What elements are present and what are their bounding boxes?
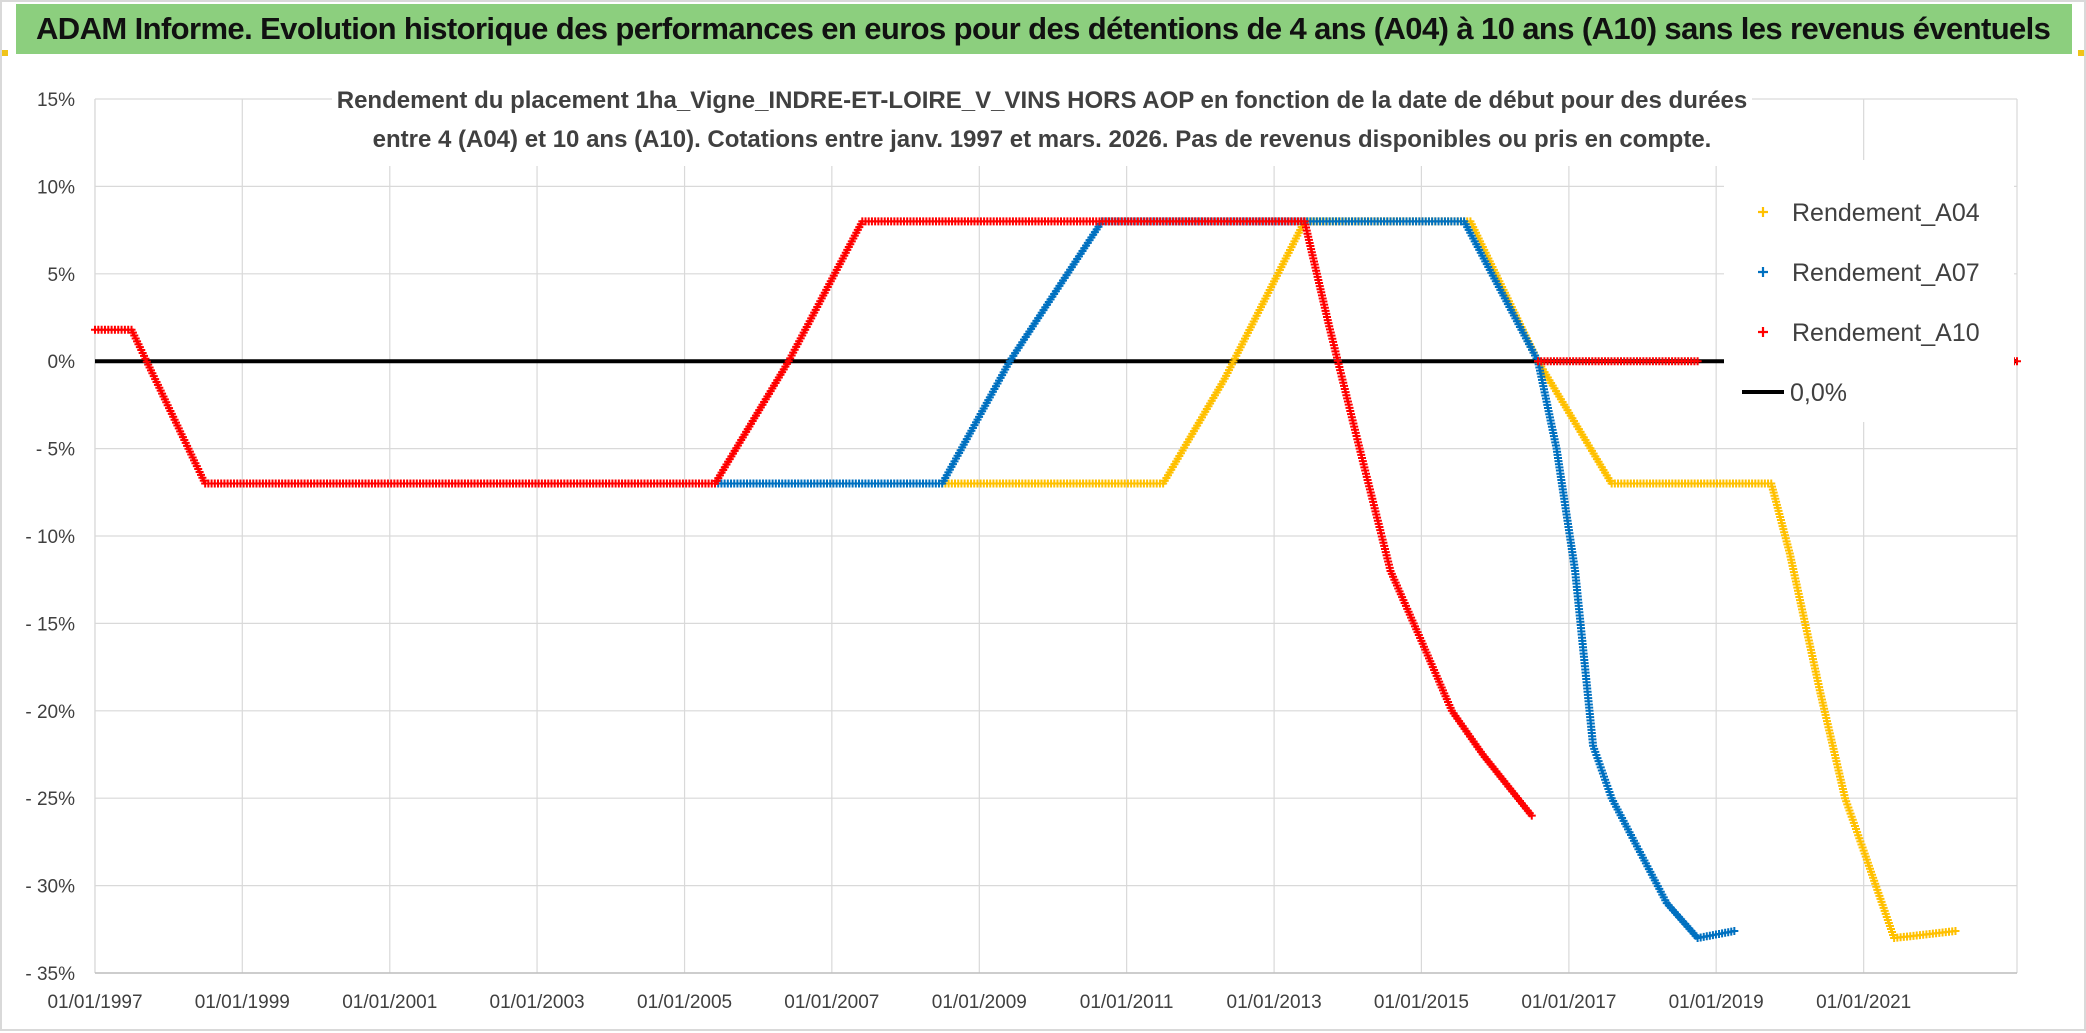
report-banner-title: ADAM Informe. Evolution historique des p…: [36, 11, 2051, 46]
legend-marker-Rendement_A07: [1758, 267, 1768, 277]
y-tick-label: 10%: [37, 177, 75, 198]
chart-legend: Rendement_A04 Rendement_A07 Rendement_A10 0…: [1724, 160, 2014, 422]
series-Rendement_A10: [1534, 357, 1702, 366]
x-tick-label: 01/01/2021: [1816, 992, 1911, 1013]
series-Rendement_A07: [711, 217, 1739, 943]
x-tick-label: 01/01/2017: [1521, 992, 1616, 1013]
y-tick-label: 15%: [37, 90, 75, 111]
chart-title-line-2: entre 4 (A04) et 10 ans (A10). Cotations…: [373, 126, 1712, 153]
x-tick-label: 01/01/2001: [342, 992, 437, 1013]
series-Rendement_A10: [91, 217, 1536, 820]
x-tick-label: 01/01/2005: [637, 992, 732, 1013]
y-tick-label: - 30%: [25, 877, 75, 898]
legend-label-Rendement_A07: Rendement_A07: [1792, 259, 1980, 287]
data-point: [1527, 811, 1536, 820]
corner-marker: [2078, 50, 2084, 56]
y-tick-label: 0%: [48, 352, 76, 373]
x-tick-label: 01/01/2013: [1227, 992, 1322, 1013]
y-tick-label: 5%: [48, 265, 76, 286]
x-tick-label: 01/01/2009: [932, 992, 1027, 1013]
x-tick-label: 01/01/1997: [47, 992, 142, 1013]
y-tick-label: - 10%: [25, 527, 75, 548]
x-tick-label: 01/01/2015: [1374, 992, 1469, 1013]
series-layer: [91, 217, 2021, 943]
x-tick-label: 01/01/2019: [1669, 992, 1764, 1013]
y-tick-label: - 15%: [25, 614, 75, 635]
y-tick-label: - 35%: [25, 964, 75, 985]
x-tick-label: 01/01/2011: [1080, 992, 1174, 1013]
corner-marker: [2, 50, 8, 56]
x-tick-label: 01/01/1999: [195, 992, 290, 1013]
y-tick-label: - 20%: [25, 702, 75, 723]
x-tick-label: 01/01/2003: [490, 992, 585, 1013]
data-point: [1951, 927, 1960, 936]
legend-marker-Rendement_A04: [1758, 207, 1768, 217]
legend-marker-Rendement_A10: [1758, 327, 1768, 337]
report-banner: ADAM Informe. Evolution historique des p…: [16, 4, 2072, 54]
chart-title-line-1: Rendement du placement 1ha_Vigne_INDRE-E…: [337, 87, 1748, 114]
y-tick-label: - 5%: [36, 440, 75, 461]
x-tick-label: 01/01/2007: [784, 992, 879, 1013]
legend-label-Rendement_A10: Rendement_A10: [1792, 319, 1980, 347]
legend-label-zero-line: 0,0%: [1790, 379, 1847, 407]
legend-label-Rendement_A04: Rendement_A04: [1792, 199, 1980, 227]
data-point: [1693, 357, 1702, 366]
data-point: [2013, 357, 2021, 366]
axis-labels: 15% 10% 5% 0% - 5% - 10% - 15% - 20% - 25% - 30% -…: [25, 90, 1911, 1013]
chart-title: Rendement du placement 1ha_Vigne_INDRE-E…: [332, 76, 1752, 166]
data-point: [1730, 927, 1739, 936]
y-tick-label: - 25%: [25, 789, 75, 810]
